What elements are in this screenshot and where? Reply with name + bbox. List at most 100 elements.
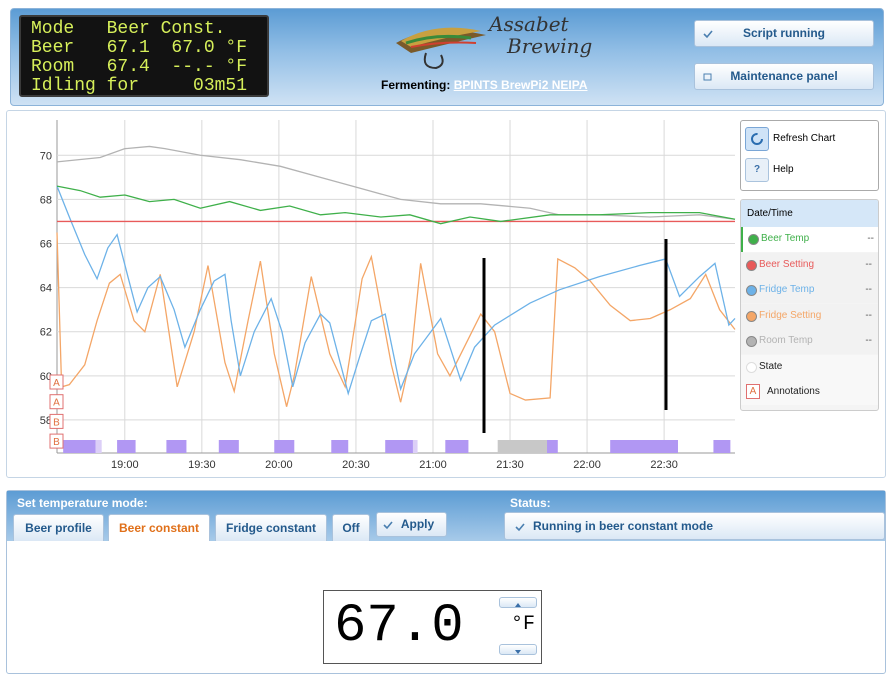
legend-icon: A — [746, 384, 760, 399]
legend-readout: -- — [865, 309, 872, 321]
check-icon — [383, 521, 393, 530]
x-tick-label: 22:00 — [573, 459, 601, 471]
maintenance-button[interactable]: Maintenance panel — [694, 63, 874, 90]
apply-label: Apply — [400, 517, 435, 531]
header: Mode Beer Const. Beer 67.1 67.0 °F Room … — [10, 8, 884, 106]
legend-name: Beer Setting — [759, 258, 815, 270]
series-line — [56, 145, 736, 220]
x-tick-label: 22:30 — [650, 459, 678, 471]
legend-header: Date/Time — [741, 200, 878, 227]
check-icon — [515, 523, 525, 532]
series-line — [56, 185, 736, 225]
beer-link[interactable]: BPINTS BrewPi2 NEIPA — [453, 78, 588, 92]
y-tick-label: 64 — [40, 283, 52, 295]
mode-tab[interactable]: Off — [332, 514, 370, 541]
annotation-box — [49, 413, 64, 429]
legend-readout: -- — [867, 233, 874, 244]
legend-swatch — [748, 234, 759, 245]
logo-text: Assabet Brewing — [489, 13, 592, 57]
button-label: Maintenance panel — [730, 69, 838, 83]
legend-swatch — [746, 285, 757, 296]
setpoint-value[interactable]: 67.0 — [334, 596, 464, 657]
apply-button[interactable]: Apply — [376, 512, 447, 537]
state-band — [63, 440, 96, 453]
annotation-label: B — [53, 437, 60, 448]
annotation-label: A — [53, 378, 60, 389]
check-icon — [703, 30, 713, 39]
logo-fly — [396, 27, 486, 70]
refresh-button[interactable] — [745, 127, 769, 151]
legend-swatch — [746, 336, 757, 347]
mode-title: Set temperature mode: — [17, 496, 148, 510]
state-band — [445, 440, 469, 453]
button-label: Script running — [743, 26, 825, 40]
state-band — [610, 440, 678, 453]
annotation-box — [49, 374, 64, 390]
spin-down[interactable] — [499, 644, 537, 655]
status-title: Status: — [510, 496, 551, 510]
legend-name: Beer Temp — [761, 233, 810, 244]
x-tick-label: 19:00 — [111, 459, 139, 471]
lcd-line: Mode Beer Const. — [31, 19, 226, 39]
legend-name: State — [759, 360, 783, 372]
series-line — [56, 232, 736, 407]
state-band — [218, 440, 239, 453]
legend-swatch — [746, 361, 757, 373]
status-box: Running in beer constant mode — [504, 512, 885, 540]
legend-swatch — [746, 310, 757, 322]
legend-name: Annotations — [767, 386, 820, 397]
state-band — [95, 440, 102, 453]
x-tick-label: 19:30 — [188, 459, 216, 471]
x-tick-label: 20:30 — [342, 459, 370, 471]
y-tick-label: 70 — [40, 150, 52, 162]
state-band — [412, 440, 418, 453]
setpoint-unit: °F — [511, 613, 536, 636]
annotation-label: B — [53, 417, 60, 428]
legend-name: Fridge Setting — [759, 309, 822, 321]
annotation-box — [49, 433, 64, 449]
x-tick-label: 21:00 — [419, 459, 447, 471]
legend-row: A Annotations — [741, 380, 878, 405]
control-header: Set temperature mode: Status: Beer profi… — [7, 491, 885, 541]
setpoint-spinner: 67.0 °F — [323, 590, 542, 664]
legend-readout: -- — [865, 258, 872, 270]
legend-row[interactable]: Room Temp -- — [741, 329, 878, 354]
down-arrow — [515, 650, 521, 654]
state-band — [166, 440, 187, 453]
annotation-label: A — [53, 398, 60, 409]
help-label: Help — [773, 164, 794, 175]
legend-swatch — [746, 259, 757, 271]
legend-row[interactable]: Fridge Setting -- — [741, 303, 878, 329]
legend-readout: -- — [865, 335, 872, 346]
mode-tab[interactable]: Beer constant — [108, 514, 210, 541]
help-button[interactable]: ? — [745, 158, 769, 182]
mode-tab[interactable]: Fridge constant — [215, 514, 327, 541]
state-band — [713, 440, 731, 453]
script-button[interactable]: Script running — [694, 20, 874, 47]
logo-line: Assabet — [489, 12, 569, 36]
chart-controls: Refresh Chart ? Help — [740, 120, 879, 191]
state-band — [274, 440, 295, 453]
legend-name: Fridge Temp — [759, 284, 815, 295]
lcd-line: Beer 67.1 67.0 °F — [31, 38, 248, 58]
y-tick-label: 68 — [40, 194, 52, 206]
legend-row[interactable]: Beer Temp -- — [741, 227, 878, 252]
legend-row[interactable]: Fridge Temp -- — [741, 278, 878, 303]
lcd-line: Idling for 03m51 — [31, 76, 248, 96]
state-band — [547, 440, 558, 453]
mode-tab[interactable]: Beer profile — [13, 514, 104, 541]
logo-line: Brewing — [507, 34, 593, 58]
legend-row[interactable]: Beer Setting -- — [741, 252, 878, 278]
x-tick-label: 21:30 — [496, 459, 524, 471]
spin-up[interactable] — [499, 597, 537, 608]
up-arrow — [515, 603, 521, 607]
state-band — [385, 440, 413, 453]
fermenting-line: Fermenting: BPINTS BrewPi2 NEIPA — [381, 78, 588, 92]
state-band — [117, 440, 136, 453]
annotation-box — [49, 394, 64, 410]
fermenting-label: Fermenting: — [381, 78, 451, 92]
y-tick-label: 60 — [40, 371, 52, 383]
window-icon — [703, 73, 712, 81]
y-tick-label: 66 — [40, 238, 52, 250]
state-band — [497, 440, 548, 453]
